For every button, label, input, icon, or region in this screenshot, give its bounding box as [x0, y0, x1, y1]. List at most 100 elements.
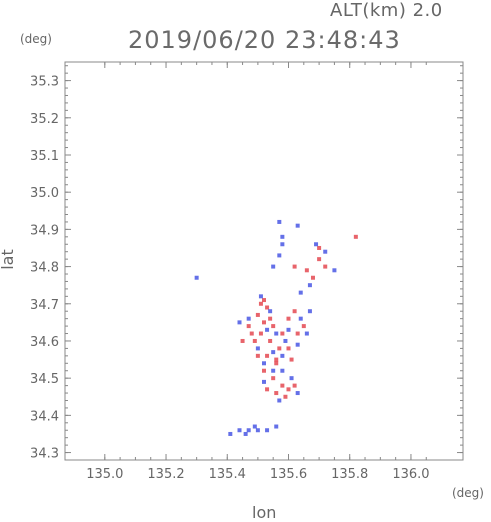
data-point-positive [295, 331, 300, 336]
data-point-positive [265, 387, 270, 392]
data-point-negative [268, 309, 273, 314]
data-point-negative [286, 327, 291, 332]
data-point-negative [271, 264, 276, 269]
y-tick-label: 35.2 [30, 112, 59, 127]
data-point-negative [277, 398, 282, 403]
x-axis-label: lon [252, 503, 277, 522]
data-point-negative [271, 350, 276, 355]
data-point-negative [289, 376, 294, 381]
data-point-negative [271, 368, 276, 373]
data-point-positive [274, 361, 279, 366]
data-point-negative [298, 316, 303, 321]
data-point-positive [286, 346, 291, 351]
y-tick-label: 35.3 [30, 75, 59, 90]
data-point-positive [280, 383, 285, 388]
data-point-positive [292, 264, 297, 269]
y-tick-label: 34.7 [30, 298, 59, 313]
data-point-negative [262, 361, 266, 366]
data-point-negative [277, 253, 282, 258]
data-point-negative [304, 331, 309, 336]
data-point-negative [283, 338, 288, 343]
data-point-negative [298, 290, 303, 295]
data-point-positive [274, 357, 279, 362]
data-point-positive [258, 301, 263, 306]
data-point-negative [258, 294, 263, 299]
x-tick-label: 135.8 [331, 467, 368, 482]
x-tick-label: 135.0 [86, 467, 123, 482]
data-point-negative [265, 428, 270, 433]
data-point-positive [271, 324, 276, 329]
y-tick-label: 34.8 [30, 261, 59, 276]
y-tick-label: 35.1 [30, 149, 59, 164]
data-point-positive [280, 331, 285, 336]
data-point-negative [262, 379, 266, 384]
data-point-positive [249, 331, 254, 336]
data-point-positive [289, 357, 294, 362]
data-point-negative [274, 424, 279, 429]
data-point-negative [243, 431, 248, 436]
data-point-positive [353, 234, 358, 239]
data-point-negative [280, 353, 285, 358]
data-point-positive [271, 376, 276, 381]
data-point-positive [255, 353, 260, 358]
data-point-positive [323, 264, 328, 269]
data-point-negative [252, 424, 257, 429]
data-point-positive [268, 316, 273, 321]
data-point-negative [295, 223, 300, 228]
plot-frame [64, 61, 464, 461]
data-point-negative [307, 283, 312, 288]
data-point-negative [237, 320, 242, 325]
data-point-positive [317, 257, 322, 262]
data-point-positive [277, 346, 282, 351]
data-point-negative [255, 346, 260, 351]
data-point-negative [280, 234, 285, 239]
data-point-negative [277, 219, 282, 224]
data-point-negative [280, 368, 285, 373]
data-point-positive [283, 394, 288, 399]
data-point-negative [280, 242, 285, 247]
data-point-negative [314, 242, 319, 247]
y-tick-label: 34.5 [30, 372, 59, 387]
data-point-positive [317, 245, 322, 250]
data-point-negative [265, 327, 270, 332]
x-tick-label: 135.2 [147, 467, 184, 482]
x-tick-label: 136.0 [392, 467, 429, 482]
data-point-negative [246, 428, 251, 433]
data-point-positive [310, 275, 315, 280]
y-tick-label: 34.6 [30, 335, 59, 350]
data-point-negative [255, 428, 260, 433]
tick-group: 135.0 135.2 135.4 135.6 135.8 136.0 34.3 34.4 34… [30, 62, 463, 482]
data-point-negative [323, 249, 328, 254]
data-point-positive [286, 387, 291, 392]
timestamp-title: 2019/06/20 23:48:43 [128, 26, 401, 54]
data-point-positive [252, 338, 257, 343]
data-point-positive [292, 309, 297, 314]
x-tick-label: 135.4 [209, 467, 246, 482]
data-point-negative [246, 316, 251, 321]
data-point-positive [246, 324, 251, 329]
y-axis-unit: (deg) [20, 32, 52, 46]
data-point-positive [286, 316, 291, 321]
data-point-negative [295, 391, 300, 396]
data-point-negative [295, 342, 300, 347]
data-point-positive [292, 383, 297, 388]
y-tick-label: 35.0 [30, 186, 59, 201]
x-axis-unit: (deg) [452, 486, 484, 500]
data-point-negative [237, 428, 242, 433]
x-tick-label: 135.6 [270, 467, 307, 482]
altitude-label: ALT(km) 2.0 [330, 0, 443, 21]
data-point-positive [262, 298, 266, 303]
data-point-positive [262, 368, 266, 373]
y-tick-label: 34.3 [30, 447, 59, 462]
y-tick-label: 34.4 [30, 409, 59, 424]
data-point-negative [274, 331, 279, 336]
data-point-positive [274, 391, 279, 396]
data-point-positive [304, 268, 309, 273]
data-point-positive [258, 331, 263, 336]
data-point-positive [301, 324, 306, 329]
data-point-positive [240, 338, 245, 343]
data-marks [194, 219, 358, 436]
data-point-positive [265, 305, 270, 310]
y-tick-label: 34.9 [30, 223, 59, 238]
